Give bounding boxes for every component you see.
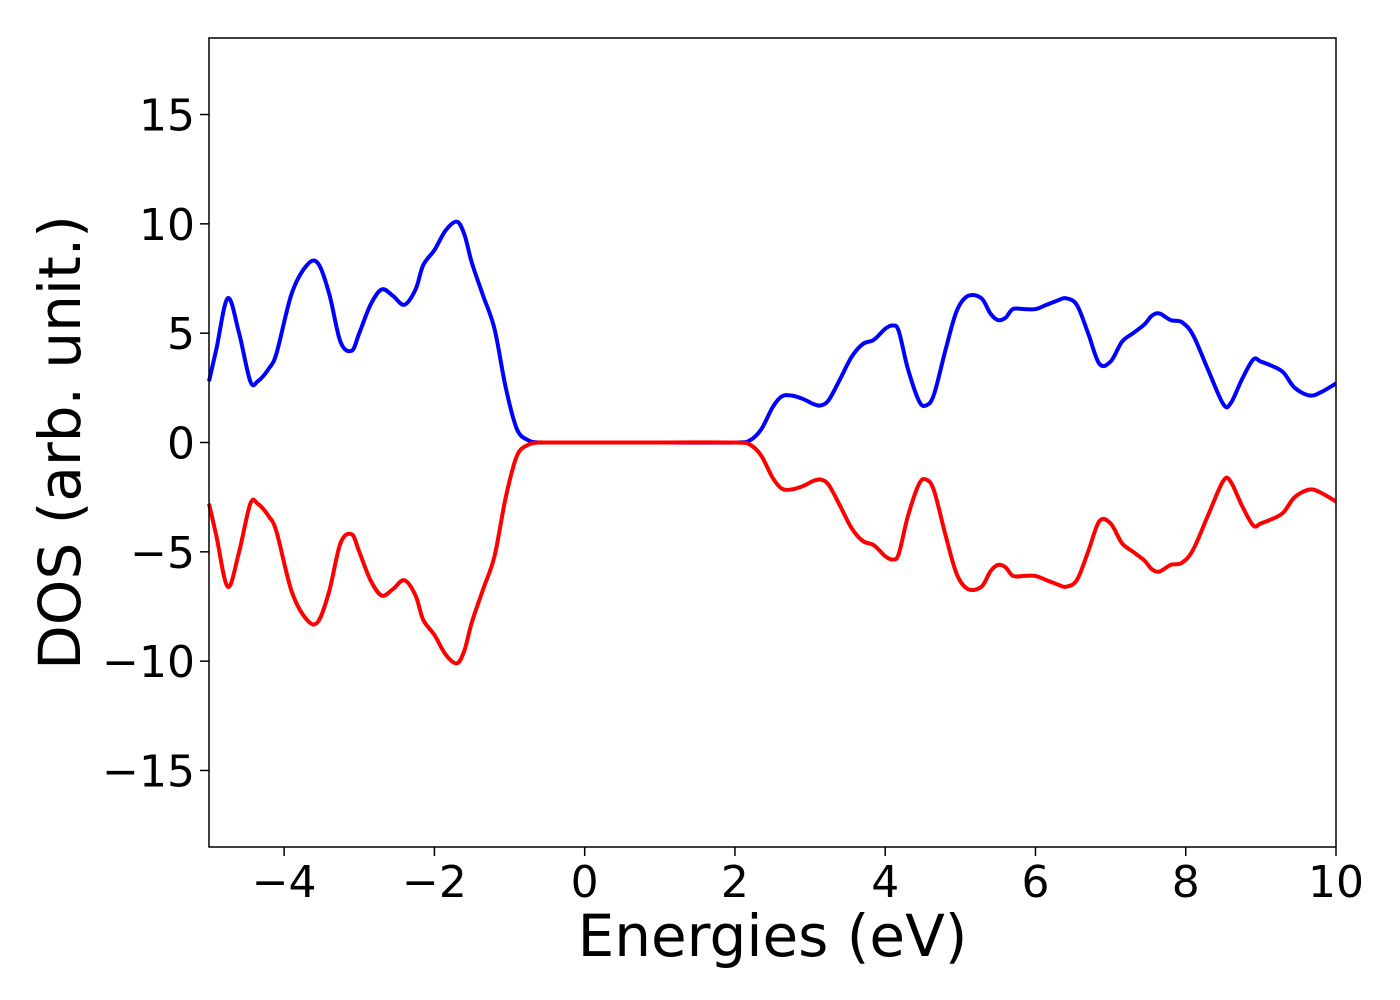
x-axis-label: Energies (eV) [578, 902, 968, 970]
y-tick-label: −5 [130, 528, 195, 579]
plot-frame [208, 37, 1337, 848]
dos-series-line-1 [207, 440, 1338, 666]
y-tick-label: −15 [102, 746, 195, 797]
y-axis: −15 −10 −5 0 5 10 15 [102, 91, 209, 797]
x-tick-label: 0 [571, 857, 599, 908]
y-tick-label: −10 [102, 637, 195, 688]
dos-series-line-0 [207, 219, 1338, 445]
y-tick-label: 10 [139, 200, 195, 251]
x-tick-label: −2 [402, 857, 467, 908]
y-tick-label: 0 [167, 419, 195, 470]
x-axis: −4 −2 0 2 4 6 8 10 [252, 847, 1364, 908]
x-tick-label: 10 [1308, 857, 1364, 908]
y-axis-label: DOS (arb. unit.) [26, 215, 94, 670]
x-tick-label: 4 [871, 857, 899, 908]
y-tick-label: 5 [167, 309, 195, 360]
x-tick-label: 8 [1172, 857, 1200, 908]
series-layer [207, 219, 1338, 666]
y-tick-label: 15 [139, 91, 195, 142]
x-tick-label: 6 [1021, 857, 1049, 908]
x-tick-label: −4 [252, 857, 317, 908]
x-tick-label: 2 [721, 857, 749, 908]
